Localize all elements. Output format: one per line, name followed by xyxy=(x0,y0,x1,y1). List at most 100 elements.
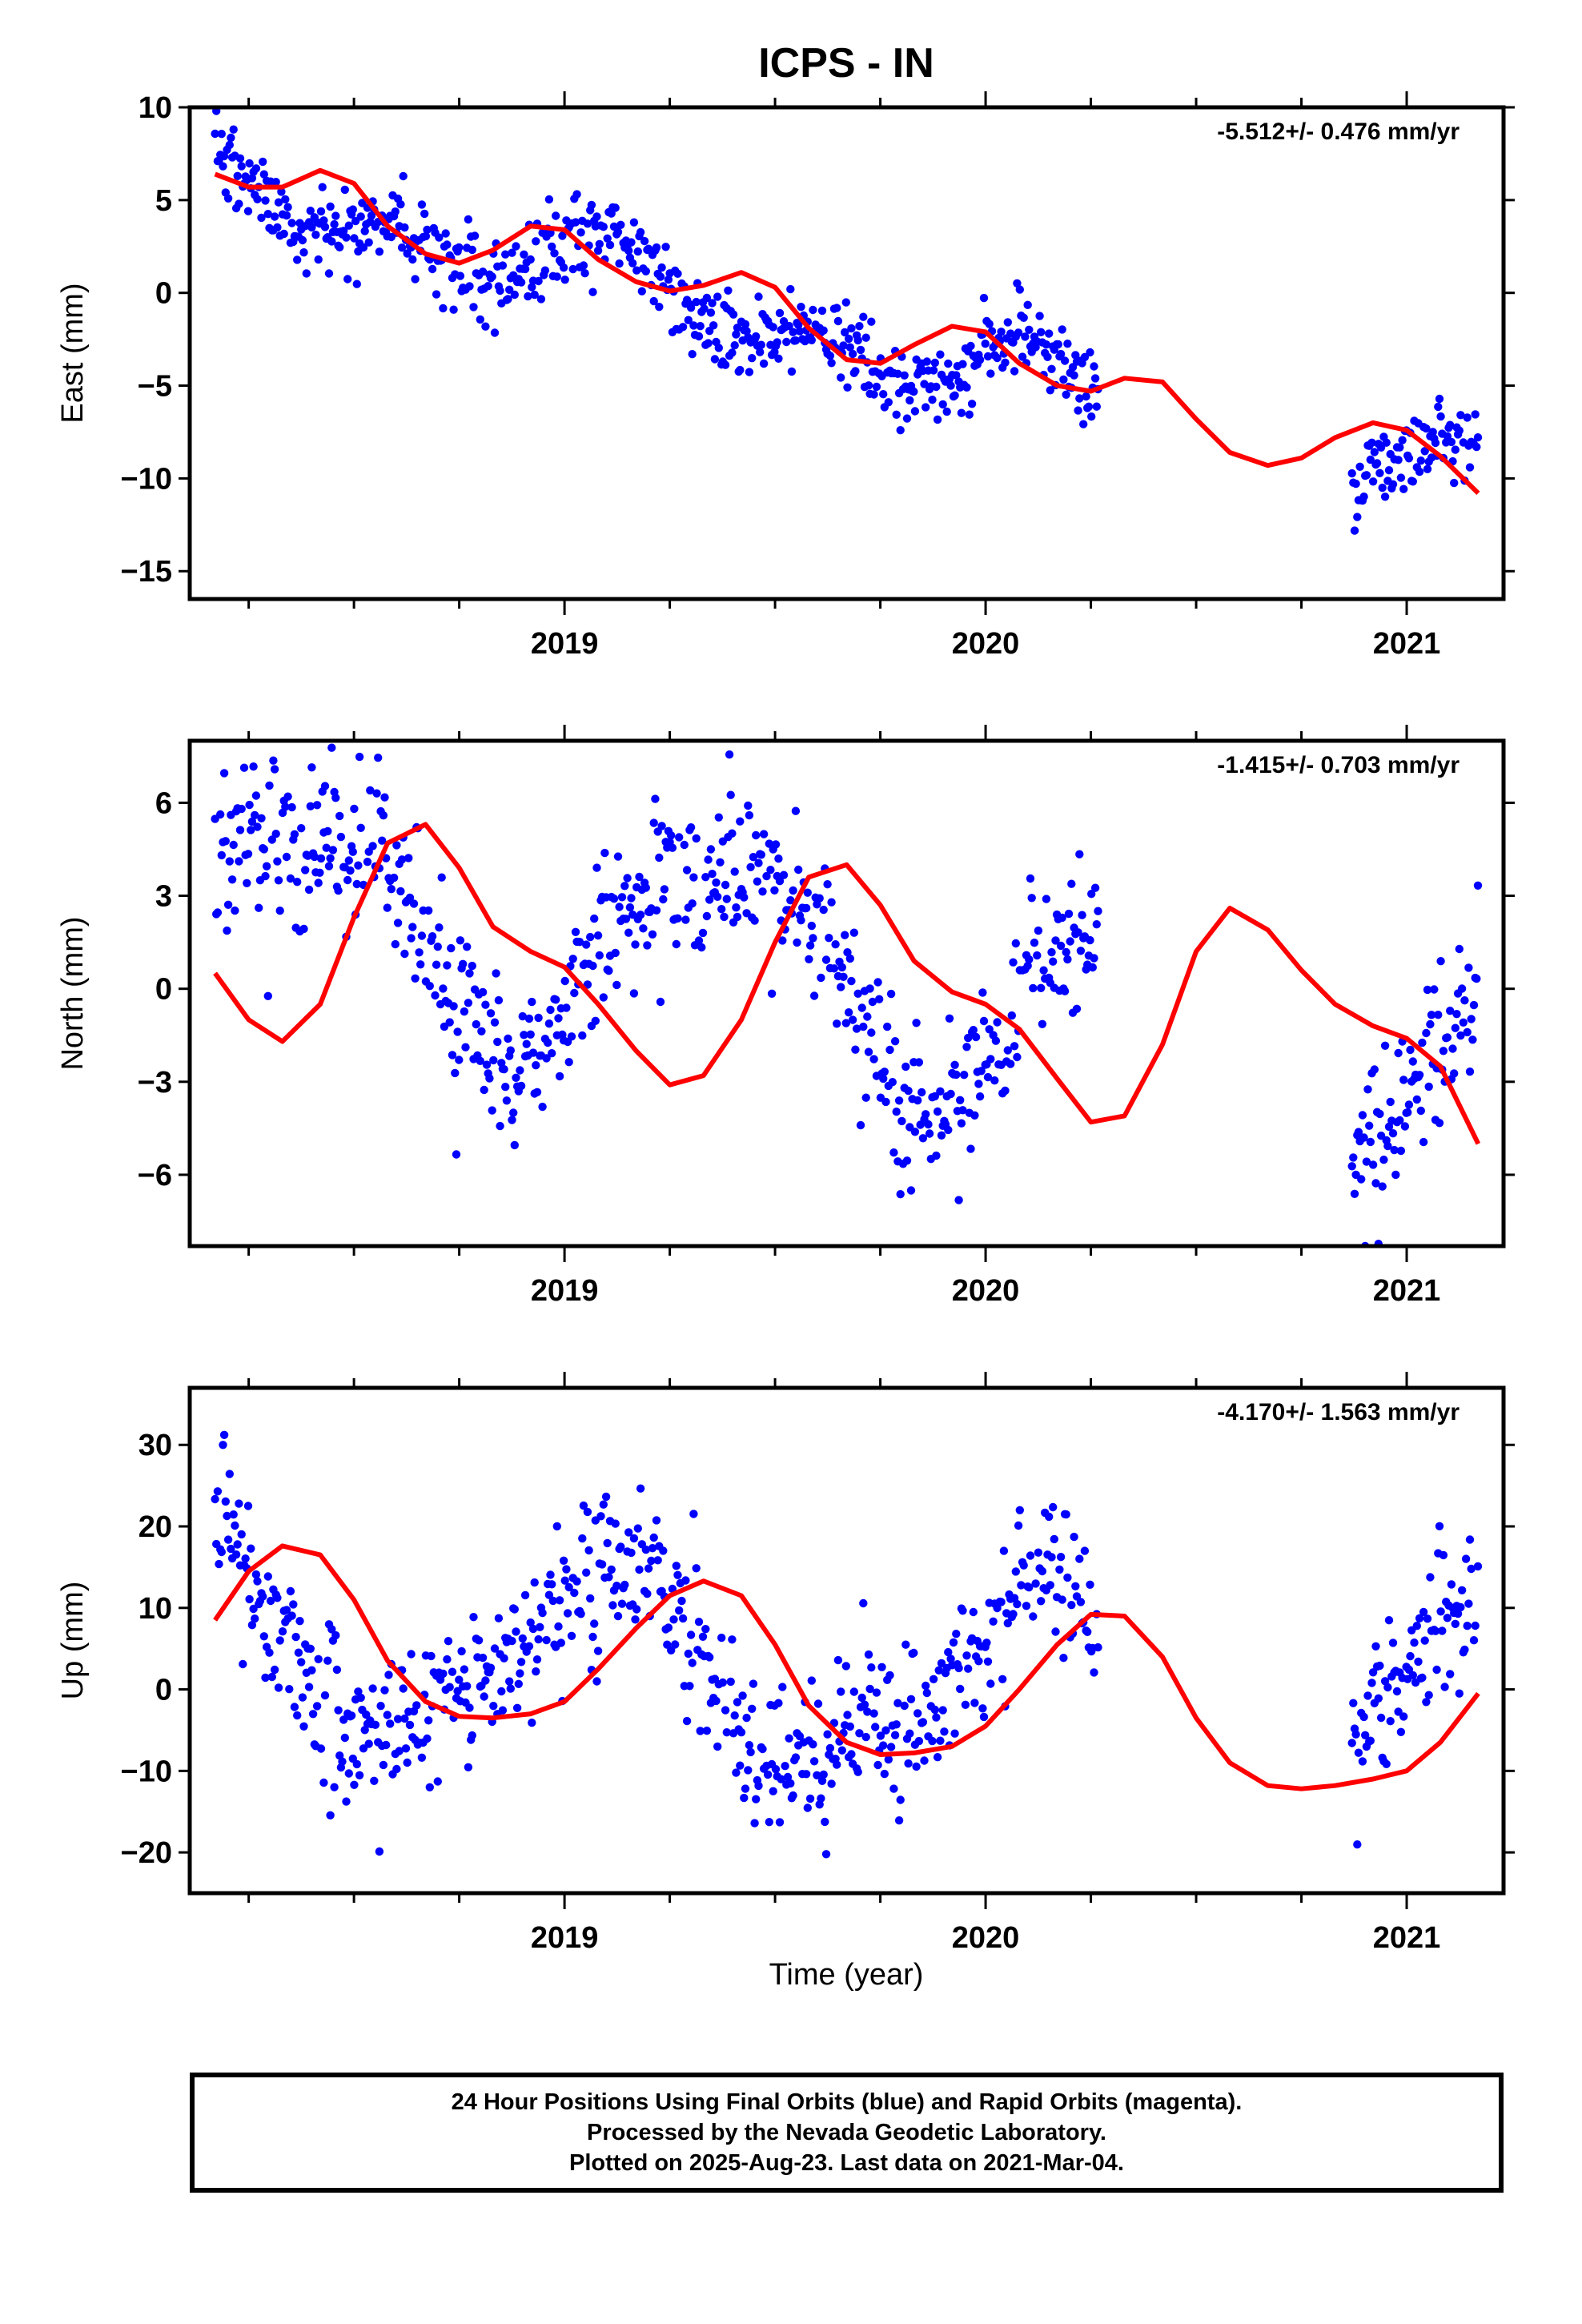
data-point xyxy=(570,1588,579,1598)
y-tick-label: 10 xyxy=(139,1592,172,1626)
data-point xyxy=(767,989,777,999)
data-point xyxy=(932,382,941,392)
data-point xyxy=(848,349,857,359)
data-point xyxy=(1395,1116,1404,1125)
data-point xyxy=(425,982,434,991)
data-point xyxy=(444,1637,453,1646)
data-point xyxy=(1071,1582,1080,1591)
data-point xyxy=(886,989,896,999)
data-point xyxy=(1374,1694,1383,1703)
fit-curve xyxy=(214,167,1480,496)
data-point xyxy=(522,1039,531,1048)
data-point xyxy=(1451,1619,1460,1629)
data-point xyxy=(1367,1679,1376,1687)
data-point xyxy=(316,854,326,863)
data-point xyxy=(705,1653,714,1662)
data-point xyxy=(754,292,763,301)
data-point xyxy=(620,1580,629,1590)
data-point xyxy=(644,1564,653,1573)
data-point xyxy=(319,1778,328,1787)
data-point xyxy=(400,949,409,959)
data-point xyxy=(455,243,464,252)
data-point xyxy=(744,801,753,810)
data-point xyxy=(1353,513,1362,521)
data-point xyxy=(865,984,874,993)
data-point xyxy=(1063,1573,1072,1582)
data-point xyxy=(391,207,400,216)
data-point xyxy=(868,997,877,1007)
data-point xyxy=(757,850,765,859)
data-point xyxy=(592,1677,601,1686)
data-point xyxy=(307,763,316,772)
data-point xyxy=(635,1565,644,1574)
data-point xyxy=(936,1087,945,1096)
data-point xyxy=(721,1706,730,1715)
data-point xyxy=(1468,1035,1477,1044)
data-point xyxy=(1375,1109,1384,1119)
data-point xyxy=(696,322,705,331)
data-point xyxy=(825,934,833,943)
y-tick-label: 3 xyxy=(155,880,172,914)
data-point xyxy=(950,1729,959,1738)
data-point xyxy=(251,810,259,820)
data-point xyxy=(758,1744,767,1754)
data-point xyxy=(1038,1019,1047,1029)
data-point xyxy=(673,914,682,923)
data-point xyxy=(841,298,851,307)
data-point xyxy=(510,1140,519,1150)
data-point xyxy=(1086,1580,1094,1590)
data-point xyxy=(774,854,783,863)
data-point xyxy=(215,1559,223,1569)
data-point xyxy=(478,987,488,997)
data-point xyxy=(1427,1011,1436,1019)
data-point xyxy=(817,1794,825,1803)
data-point xyxy=(492,969,500,978)
x-tick-label: 2021 xyxy=(1373,1274,1441,1308)
data-point xyxy=(392,1764,401,1774)
data-point xyxy=(1394,1707,1403,1716)
data-point xyxy=(1388,1129,1398,1138)
data-point xyxy=(327,743,336,752)
data-point xyxy=(350,804,359,814)
data-point xyxy=(505,1677,514,1686)
footer-line-3: Plotted on 2025-Aug-23. Last data on 202… xyxy=(569,2150,1124,2176)
data-point xyxy=(817,973,825,983)
data-point xyxy=(558,231,567,240)
data-point xyxy=(1436,957,1445,966)
data-point xyxy=(465,1703,474,1712)
data-point xyxy=(356,1693,365,1703)
data-point xyxy=(615,259,624,268)
data-point xyxy=(548,1049,556,1058)
data-point xyxy=(548,242,556,251)
data-point xyxy=(873,978,882,987)
data-point xyxy=(881,1726,890,1735)
data-point xyxy=(938,400,947,409)
data-point xyxy=(702,911,712,921)
data-point xyxy=(613,227,623,236)
data-point xyxy=(405,893,415,903)
data-point xyxy=(1366,1736,1375,1745)
data-point xyxy=(765,1818,773,1827)
data-point xyxy=(629,218,639,227)
data-point xyxy=(965,410,974,419)
data-point xyxy=(1390,1145,1399,1155)
data-point xyxy=(262,862,271,870)
data-point xyxy=(481,1000,490,1009)
data-point xyxy=(807,921,816,931)
data-point xyxy=(465,282,474,291)
data-point xyxy=(1078,911,1086,919)
data-point xyxy=(552,211,560,220)
data-point xyxy=(1070,371,1078,380)
data-point xyxy=(448,1051,457,1059)
data-point xyxy=(469,1613,478,1622)
data-point xyxy=(721,360,730,369)
data-point xyxy=(384,1671,393,1679)
data-point xyxy=(675,833,684,842)
data-point xyxy=(344,856,353,865)
data-point xyxy=(583,1507,592,1517)
data-point xyxy=(281,802,290,811)
data-point xyxy=(1003,1618,1013,1628)
data-point xyxy=(912,1019,921,1027)
data-point xyxy=(1090,374,1100,383)
data-point xyxy=(1092,402,1102,411)
